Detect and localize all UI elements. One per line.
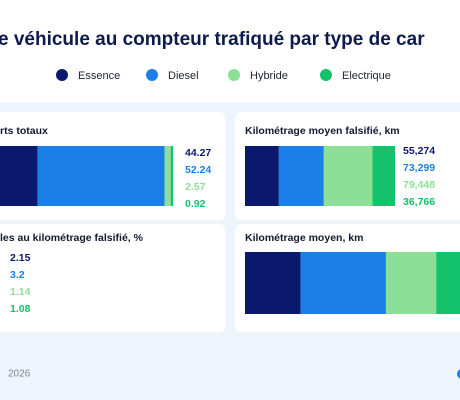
legend-swatch [146,69,158,81]
bar-segment [0,146,38,206]
footer: 2026 [8,369,31,380]
value-label: 44.27 [185,147,211,159]
panel-card [0,224,225,332]
value-label: 79,448 [403,179,435,191]
value-label: 1.08 [10,303,31,315]
legend-label: Diesel [168,70,199,82]
value-label: 2.15 [10,252,31,264]
panel-title: Kilométrage moyen, km [245,232,363,244]
value-label: 3.2 [10,269,25,281]
bar-segment [323,146,373,206]
bar-segment [372,146,395,206]
value-label: 0.92 [185,198,206,210]
bar-segment [164,146,171,206]
bar-segment [278,146,324,206]
panel-title: rts totaux [0,125,48,137]
title: e véhicule au compteur trafiqué par type… [0,29,425,50]
legend-label: Electrique [342,70,391,82]
bar-segment [300,252,386,314]
legend-swatch [320,69,332,81]
legend-label: Hybride [250,70,288,82]
header-bg [0,0,460,102]
bar-segment [385,252,437,314]
value-label: 1.14 [10,286,31,298]
panel-title: Kilométrage moyen falsifié, km [245,125,400,137]
legend-swatch [228,69,240,81]
value-label: 2.57 [185,181,206,193]
bar-segment [245,146,279,206]
bar-segment [436,252,460,314]
legend-swatch [56,69,68,81]
value-label: 52.24 [185,164,211,176]
bar-segment [37,146,165,206]
value-label: 55,274 [403,145,435,157]
bar-segment [170,146,173,206]
logo-dot [457,369,460,379]
legend-label: Essence [78,70,120,82]
value-label: 36,766 [403,196,435,208]
bar-segment [245,252,301,314]
panel-title: les au kilométrage falsifié, % [0,232,144,244]
value-label: 73,299 [403,162,435,174]
